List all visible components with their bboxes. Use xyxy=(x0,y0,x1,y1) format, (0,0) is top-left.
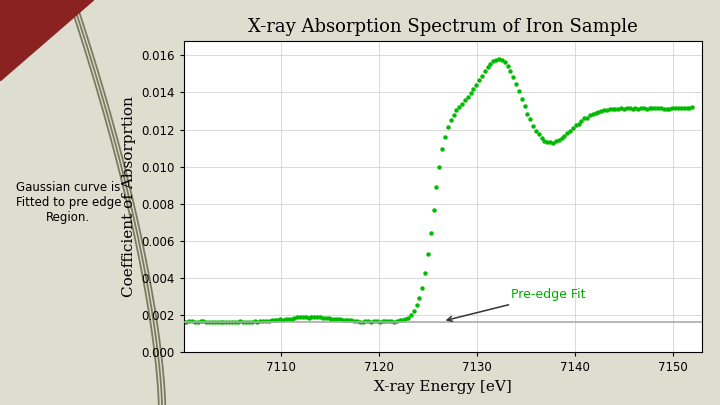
Polygon shape xyxy=(0,0,94,81)
X-axis label: X-ray Energy [eV]: X-ray Energy [eV] xyxy=(374,380,512,394)
Title: X-ray Absorption Spectrum of Iron Sample: X-ray Absorption Spectrum of Iron Sample xyxy=(248,18,638,36)
Text: Gaussian curve is
Fitted to pre edge
Region.: Gaussian curve is Fitted to pre edge Reg… xyxy=(16,181,121,224)
Y-axis label: Coefficient of Absorprtion: Coefficient of Absorprtion xyxy=(122,96,135,297)
Text: Pre-edge Fit: Pre-edge Fit xyxy=(447,288,586,321)
